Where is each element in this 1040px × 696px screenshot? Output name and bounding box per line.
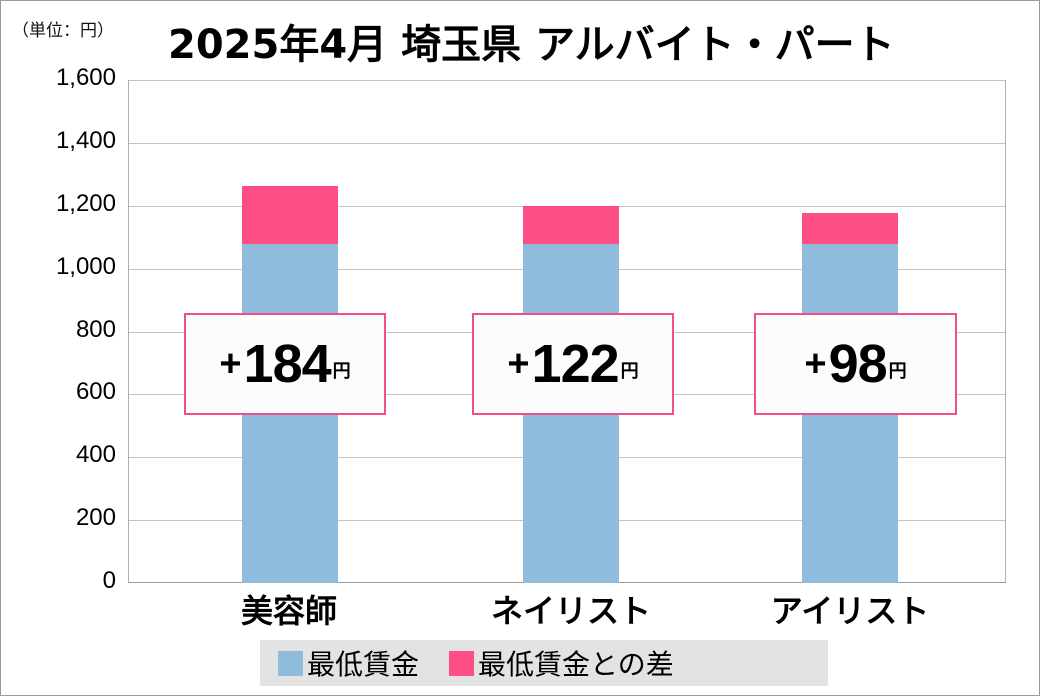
diff-value: 122 [531, 334, 620, 394]
x-label-0: 美容師 [240, 592, 338, 630]
bar-segment-diff [242, 186, 338, 245]
x-label-1: ネイリスト [490, 592, 652, 630]
gridline [129, 142, 1005, 144]
legend-label: 最低賃金との差 [478, 648, 674, 681]
y-tick-label: 1,600 [55, 64, 116, 91]
plus-sign: + [507, 342, 530, 385]
gridline [129, 80, 1005, 81]
diff-value: 184 [243, 334, 332, 394]
y-tick-label: 1,200 [55, 189, 116, 217]
yen-unit: 円 [620, 361, 639, 382]
y-tick-label: 1,000 [55, 252, 116, 280]
y-tick-label: 0 [102, 567, 116, 594]
y-tick-label: 1,400 [55, 126, 116, 154]
y-tick-label: 400 [75, 441, 116, 469]
diff-box-1: + 122 円 [472, 313, 674, 415]
legend-swatch-blue [278, 650, 303, 676]
plus-sign: + [219, 342, 242, 385]
diff-box-0: + 184 円 [184, 313, 386, 415]
bar-segment-diff [523, 205, 619, 245]
bar-segment-diff [802, 213, 898, 245]
x-label-2: アイリスト [770, 592, 930, 630]
y-tick-label: 200 [75, 504, 116, 532]
y-tick-label: 800 [75, 315, 116, 343]
legend-item-diff: 最低賃金との差 [449, 643, 674, 683]
legend-label: 最低賃金 [307, 648, 420, 681]
legend-swatch-pink [449, 650, 475, 676]
chart-title: 2025年4月 埼玉県 アルバイト・パート [168, 22, 895, 68]
y-tick-label: 600 [75, 378, 116, 406]
yen-unit: 円 [332, 361, 351, 382]
unit-label: （単位：円） [12, 21, 114, 41]
legend-item-base: 最低賃金 [278, 643, 419, 683]
diff-value: 98 [828, 334, 888, 394]
plus-sign: + [804, 342, 827, 385]
yen-unit: 円 [888, 361, 907, 382]
diff-box-2: + 98 円 [754, 313, 957, 415]
legend: 最低賃金 最低賃金との差 [260, 640, 828, 686]
